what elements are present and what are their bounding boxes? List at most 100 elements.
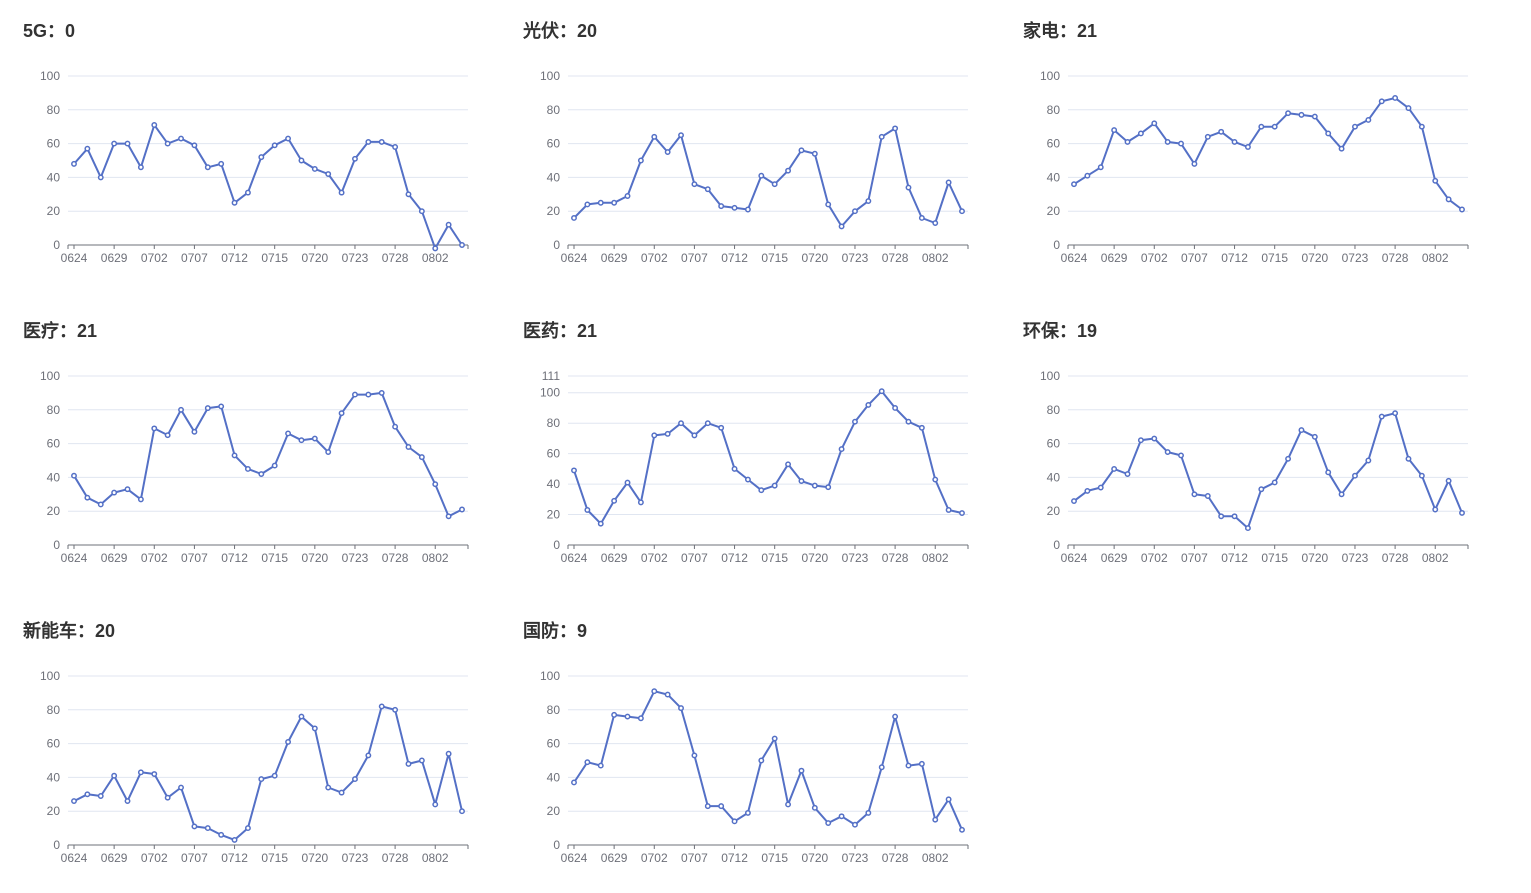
data-point[interactable] bbox=[218, 403, 225, 410]
data-point[interactable] bbox=[418, 454, 425, 461]
data-point[interactable] bbox=[1164, 449, 1171, 456]
data-point[interactable] bbox=[84, 494, 91, 501]
data-point[interactable] bbox=[637, 715, 644, 722]
data-point[interactable] bbox=[1084, 487, 1091, 494]
data-point[interactable] bbox=[71, 472, 77, 479]
data-point[interactable] bbox=[218, 831, 225, 838]
data-point[interactable] bbox=[1271, 479, 1278, 486]
data-point[interactable] bbox=[571, 779, 577, 786]
data-point[interactable] bbox=[418, 757, 425, 764]
data-point[interactable] bbox=[597, 199, 604, 206]
data-point[interactable] bbox=[445, 513, 452, 520]
data-point[interactable] bbox=[285, 738, 292, 745]
data-point[interactable] bbox=[852, 821, 858, 828]
data-point[interactable] bbox=[271, 772, 278, 779]
data-point[interactable] bbox=[865, 809, 872, 816]
data-point[interactable] bbox=[1418, 472, 1425, 479]
data-point[interactable] bbox=[744, 206, 751, 213]
data-point[interactable] bbox=[1137, 130, 1144, 137]
data-point[interactable] bbox=[584, 507, 591, 513]
data-point[interactable] bbox=[878, 133, 885, 140]
data-point[interactable] bbox=[1111, 466, 1118, 472]
data-point[interactable] bbox=[825, 484, 832, 491]
data-point[interactable] bbox=[258, 471, 265, 477]
data-point[interactable] bbox=[352, 155, 358, 162]
data-point[interactable] bbox=[1459, 206, 1465, 213]
data-point[interactable] bbox=[84, 145, 91, 152]
data-point[interactable] bbox=[1352, 123, 1358, 130]
data-point[interactable] bbox=[838, 813, 845, 820]
data-point[interactable] bbox=[1432, 177, 1439, 184]
data-point[interactable] bbox=[959, 510, 965, 516]
data-point[interactable] bbox=[865, 198, 872, 205]
data-point[interactable] bbox=[392, 423, 399, 430]
data-point[interactable] bbox=[905, 184, 912, 191]
data-point[interactable] bbox=[678, 420, 684, 427]
data-point[interactable] bbox=[1311, 113, 1318, 120]
data-point[interactable] bbox=[838, 446, 845, 453]
data-point[interactable] bbox=[892, 125, 899, 132]
data-point[interactable] bbox=[838, 223, 845, 230]
data-point[interactable] bbox=[151, 425, 158, 432]
data-point[interactable] bbox=[1071, 498, 1077, 505]
data-point[interactable] bbox=[678, 132, 684, 139]
data-point[interactable] bbox=[459, 242, 465, 248]
data-point[interactable] bbox=[1231, 513, 1238, 520]
data-point[interactable] bbox=[164, 432, 171, 439]
data-point[interactable] bbox=[124, 486, 131, 493]
data-point[interactable] bbox=[1218, 513, 1225, 520]
data-point[interactable] bbox=[758, 172, 765, 179]
data-point[interactable] bbox=[1097, 164, 1104, 171]
data-point[interactable] bbox=[905, 418, 912, 425]
data-point[interactable] bbox=[405, 760, 412, 767]
data-point[interactable] bbox=[271, 462, 278, 469]
data-point[interactable] bbox=[178, 135, 184, 142]
data-point[interactable] bbox=[1071, 181, 1077, 188]
data-point[interactable] bbox=[865, 401, 872, 408]
data-point[interactable] bbox=[959, 208, 965, 215]
data-point[interactable] bbox=[137, 496, 144, 503]
data-point[interactable] bbox=[298, 713, 305, 720]
data-point[interactable] bbox=[878, 388, 885, 395]
data-point[interactable] bbox=[959, 826, 965, 833]
data-point[interactable] bbox=[244, 825, 251, 832]
data-point[interactable] bbox=[664, 691, 671, 698]
data-point[interactable] bbox=[611, 199, 618, 206]
data-point[interactable] bbox=[325, 171, 332, 177]
data-point[interactable] bbox=[124, 798, 131, 805]
data-point[interactable] bbox=[637, 499, 644, 506]
data-point[interactable] bbox=[718, 803, 725, 810]
data-point[interactable] bbox=[758, 757, 765, 764]
data-point[interactable] bbox=[311, 166, 318, 172]
data-point[interactable] bbox=[271, 142, 278, 149]
data-point[interactable] bbox=[1084, 172, 1091, 179]
data-point[interactable] bbox=[338, 189, 345, 196]
data-point[interactable] bbox=[704, 803, 711, 810]
data-point[interactable] bbox=[1445, 477, 1452, 484]
data-point[interactable] bbox=[445, 221, 452, 228]
data-point[interactable] bbox=[71, 798, 77, 805]
data-point[interactable] bbox=[97, 793, 104, 799]
data-point[interactable] bbox=[231, 836, 238, 843]
data-point[interactable] bbox=[1311, 433, 1318, 440]
data-point[interactable] bbox=[164, 140, 171, 147]
data-point[interactable] bbox=[392, 144, 399, 150]
data-point[interactable] bbox=[945, 507, 952, 513]
data-point[interactable] bbox=[258, 776, 265, 783]
data-point[interactable] bbox=[1204, 493, 1211, 499]
data-point[interactable] bbox=[111, 140, 118, 147]
data-point[interactable] bbox=[178, 406, 184, 413]
data-point[interactable] bbox=[691, 432, 698, 439]
data-point[interactable] bbox=[731, 465, 738, 472]
data-point[interactable] bbox=[365, 391, 372, 398]
data-point[interactable] bbox=[97, 174, 104, 181]
data-point[interactable] bbox=[378, 389, 385, 396]
data-point[interactable] bbox=[231, 199, 238, 206]
data-point[interactable] bbox=[164, 794, 171, 801]
data-point[interactable] bbox=[418, 208, 425, 215]
data-point[interactable] bbox=[432, 245, 439, 252]
data-point[interactable] bbox=[1258, 123, 1265, 130]
data-point[interactable] bbox=[1298, 427, 1305, 434]
data-point[interactable] bbox=[352, 391, 358, 398]
data-point[interactable] bbox=[918, 215, 925, 221]
